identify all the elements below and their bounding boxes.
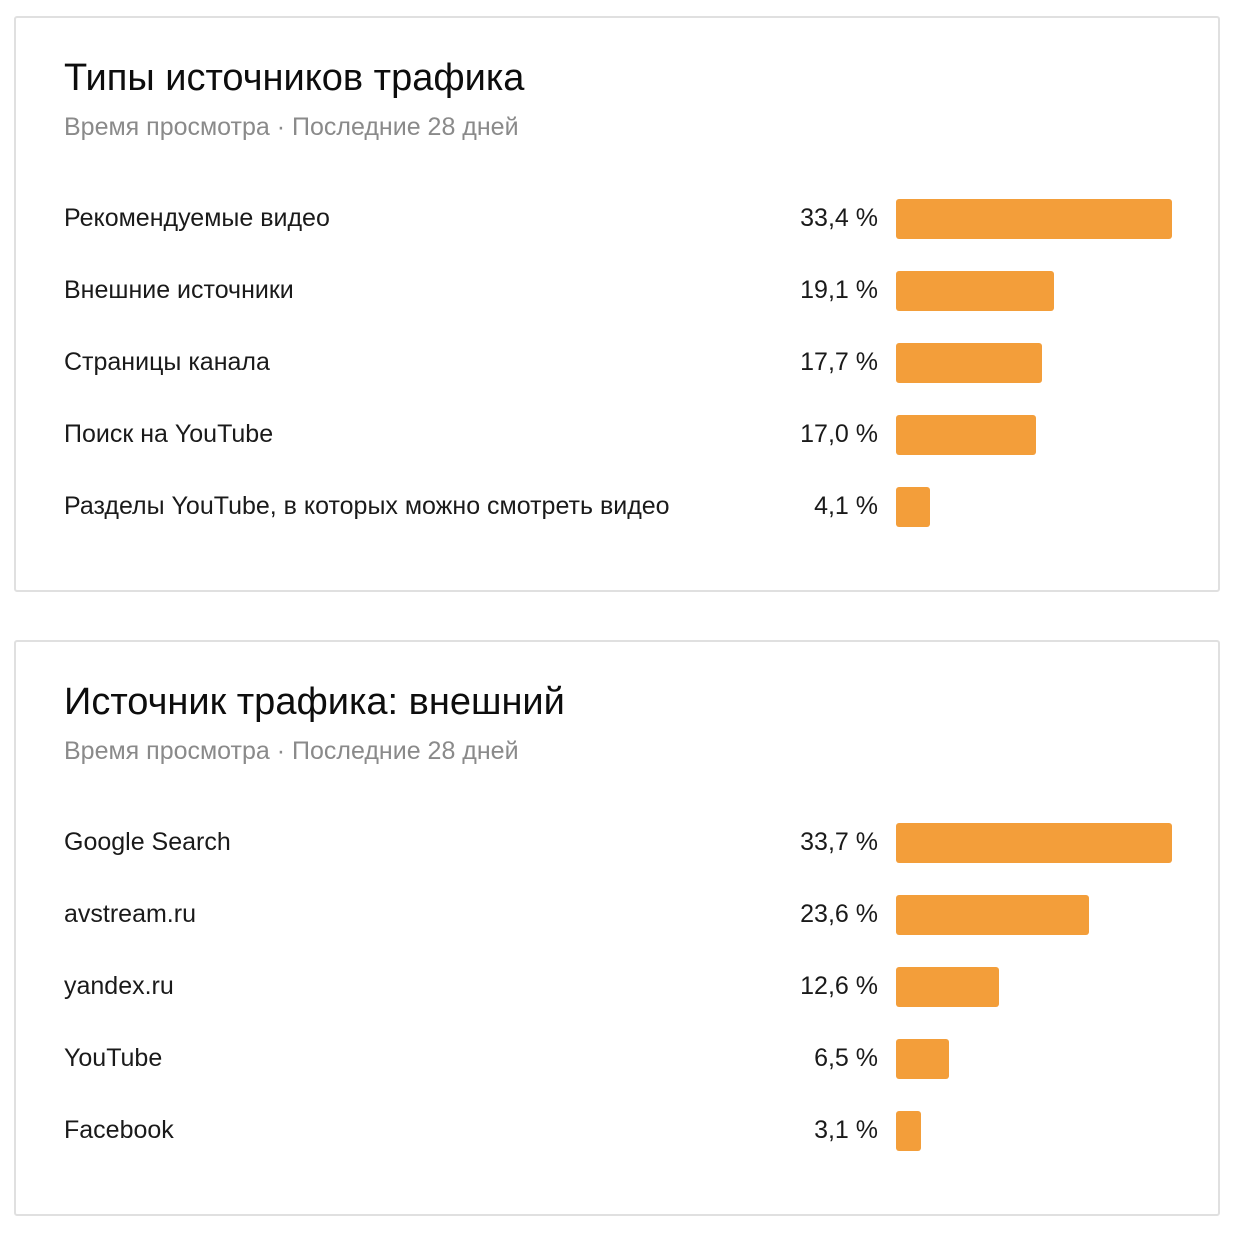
traffic-rows: Рекомендуемые видео 33,4 % Внешние источ…: [16, 198, 1218, 558]
percentage-bar: [896, 487, 930, 527]
row-label: Поиск на YouTube: [64, 420, 274, 448]
percentage-bar: [896, 343, 1042, 383]
bar-track: [896, 415, 1172, 455]
row-percentage: 3,1 %: [814, 1116, 878, 1144]
row-percentage: 12,6 %: [800, 972, 878, 1000]
row-percentage: 6,5 %: [814, 1044, 878, 1072]
row-percentage: 33,7 %: [800, 828, 878, 856]
row-percentage: 19,1 %: [800, 276, 878, 304]
row-percentage: 17,0 %: [800, 420, 878, 448]
traffic-row[interactable]: YouTube 6,5 %: [16, 1038, 1218, 1110]
row-label: Google Search: [64, 828, 231, 856]
bar-track: [896, 487, 1172, 527]
row-label: YouTube: [64, 1044, 163, 1072]
bar-track: [896, 1111, 1172, 1151]
percentage-bar: [896, 823, 1172, 863]
card-title: Источник трафика: внешний: [64, 681, 565, 723]
percentage-bar: [896, 415, 1036, 455]
row-percentage: 17,7 %: [800, 348, 878, 376]
card-title: Типы источников трафика: [64, 57, 525, 99]
card-subtitle: Время просмотра · Последние 28 дней: [64, 113, 519, 141]
traffic-row[interactable]: Facebook 3,1 %: [16, 1110, 1218, 1182]
bar-track: [896, 271, 1172, 311]
bar-track: [896, 895, 1172, 935]
row-label: Facebook: [64, 1116, 174, 1144]
external-traffic-source-card: Источник трафика: внешний Время просмотр…: [14, 640, 1220, 1216]
percentage-bar: [896, 1039, 949, 1079]
bar-track: [896, 967, 1172, 1007]
row-label: yandex.ru: [64, 972, 174, 1000]
row-percentage: 33,4 %: [800, 204, 878, 232]
traffic-row[interactable]: Страницы канала 17,7 %: [16, 342, 1218, 414]
traffic-rows: Google Search 33,7 % avstream.ru 23,6 % …: [16, 822, 1218, 1182]
traffic-source-types-card: Типы источников трафика Время просмотра …: [14, 16, 1220, 592]
percentage-bar: [896, 1111, 921, 1151]
card-subtitle: Время просмотра · Последние 28 дней: [64, 737, 519, 765]
traffic-row[interactable]: yandex.ru 12,6 %: [16, 966, 1218, 1038]
traffic-row[interactable]: Поиск на YouTube 17,0 %: [16, 414, 1218, 486]
row-percentage: 4,1 %: [814, 492, 878, 520]
row-label: Внешние источники: [64, 276, 294, 304]
bar-track: [896, 199, 1172, 239]
bar-track: [896, 343, 1172, 383]
row-label: Разделы YouTube, в которых можно смотрет…: [64, 492, 670, 520]
percentage-bar: [896, 895, 1089, 935]
traffic-row[interactable]: Внешние источники 19,1 %: [16, 270, 1218, 342]
traffic-row[interactable]: Разделы YouTube, в которых можно смотрет…: [16, 486, 1218, 558]
traffic-row[interactable]: Рекомендуемые видео 33,4 %: [16, 198, 1218, 270]
percentage-bar: [896, 199, 1172, 239]
traffic-row[interactable]: avstream.ru 23,6 %: [16, 894, 1218, 966]
traffic-row[interactable]: Google Search 33,7 %: [16, 822, 1218, 894]
percentage-bar: [896, 967, 999, 1007]
bar-track: [896, 1039, 1172, 1079]
percentage-bar: [896, 271, 1054, 311]
row-percentage: 23,6 %: [800, 900, 878, 928]
bar-track: [896, 823, 1172, 863]
row-label: Рекомендуемые видео: [64, 204, 330, 232]
row-label: avstream.ru: [64, 900, 196, 928]
row-label: Страницы канала: [64, 348, 270, 376]
